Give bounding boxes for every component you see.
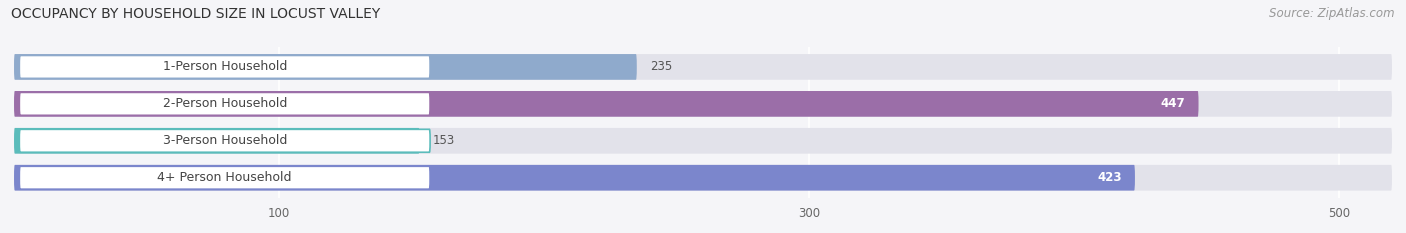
FancyBboxPatch shape [14, 128, 419, 154]
Text: 235: 235 [650, 60, 672, 73]
FancyBboxPatch shape [14, 128, 1392, 154]
Text: 3-Person Household: 3-Person Household [163, 134, 287, 147]
Text: 153: 153 [433, 134, 456, 147]
Text: 1-Person Household: 1-Person Household [163, 60, 287, 73]
FancyBboxPatch shape [20, 55, 430, 78]
FancyBboxPatch shape [20, 93, 430, 115]
FancyBboxPatch shape [14, 91, 1198, 117]
FancyBboxPatch shape [14, 91, 1392, 117]
Text: 4+ Person Household: 4+ Person Household [157, 171, 292, 184]
FancyBboxPatch shape [20, 166, 430, 189]
FancyBboxPatch shape [20, 129, 430, 152]
FancyBboxPatch shape [14, 165, 1392, 191]
Text: 447: 447 [1160, 97, 1185, 110]
Text: OCCUPANCY BY HOUSEHOLD SIZE IN LOCUST VALLEY: OCCUPANCY BY HOUSEHOLD SIZE IN LOCUST VA… [11, 7, 381, 21]
Text: 2-Person Household: 2-Person Household [163, 97, 287, 110]
FancyBboxPatch shape [14, 54, 637, 80]
FancyBboxPatch shape [14, 54, 1392, 80]
Text: Source: ZipAtlas.com: Source: ZipAtlas.com [1270, 7, 1395, 20]
FancyBboxPatch shape [14, 165, 1135, 191]
Text: 423: 423 [1097, 171, 1122, 184]
